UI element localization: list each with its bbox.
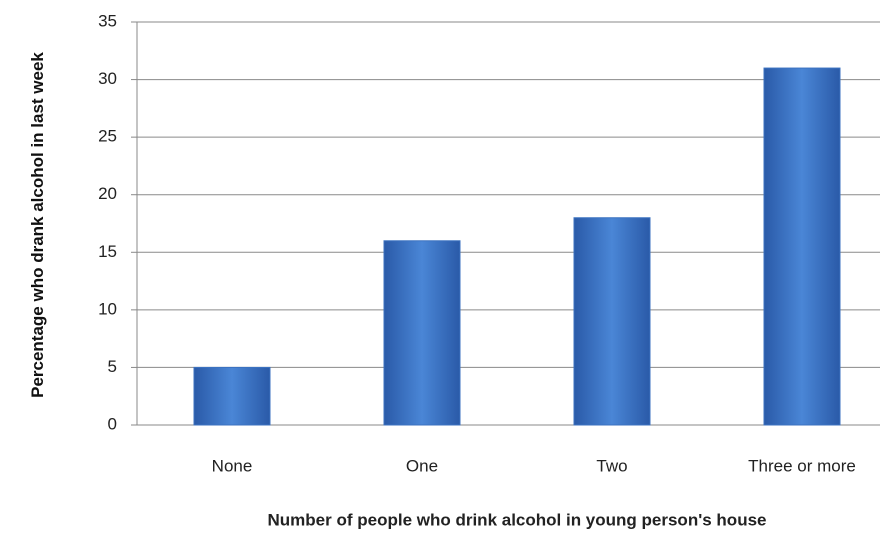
y-axis-title: Percentage who drank alcohol in last wee… — [28, 52, 47, 398]
x-tick-label: None — [212, 456, 253, 475]
y-tick-label: 30 — [98, 69, 117, 88]
y-tick-label: 25 — [98, 127, 117, 146]
bar — [193, 366, 271, 426]
y-tick-label: 35 — [98, 11, 117, 30]
x-axis-title: Number of people who drink alcohol in yo… — [268, 510, 767, 529]
x-tick-label: One — [406, 456, 438, 475]
x-tick-label: Two — [596, 456, 627, 475]
bar — [763, 67, 841, 426]
y-tick-label: 20 — [98, 184, 117, 203]
y-tick-label: 5 — [108, 357, 117, 376]
y-tick-label: 15 — [98, 242, 117, 261]
y-tick-label: 0 — [108, 414, 117, 433]
bar — [383, 240, 461, 426]
y-tick-label: 10 — [98, 299, 117, 318]
x-tick-label: Three or more — [748, 456, 856, 475]
bar — [573, 217, 651, 426]
